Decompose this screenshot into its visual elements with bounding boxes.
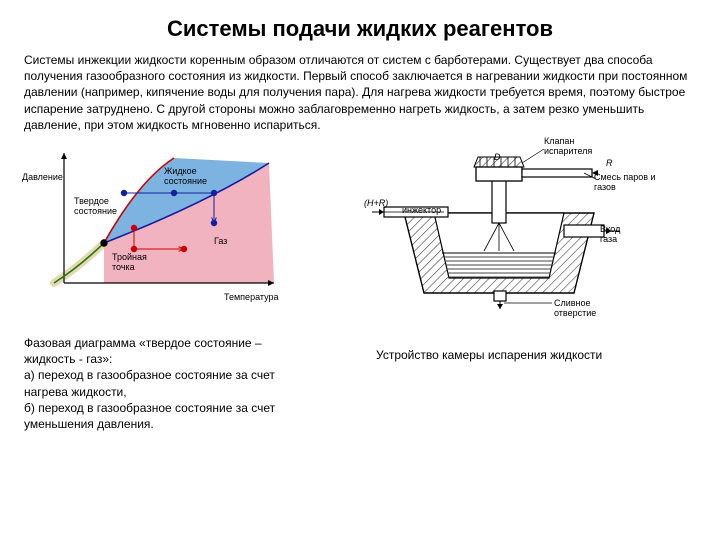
gas-inlet-label: Вход газа (600, 225, 620, 245)
evaporation-chamber: Клапан испарителя Смесь паров и газов ин… (344, 143, 696, 323)
injector-label: инжектор (402, 206, 441, 216)
pressure-axis-label: Давление (22, 173, 63, 183)
page-title: Системы подачи жидких реагентов (24, 16, 696, 42)
mixture-label: Смесь паров и газов (594, 173, 656, 193)
outlet-label: Сливное отверстие (554, 299, 596, 319)
d-label: D (494, 153, 501, 163)
hr-label: (H+R) (364, 199, 388, 209)
temperature-axis-label: Температура (224, 293, 279, 303)
figures-row: Давление Температура Твердое состояние Ж… (24, 143, 696, 323)
gas-state-label: Газ (214, 237, 227, 247)
solid-state-label: Твердое состояние (74, 197, 117, 217)
phase-diagram-svg (24, 143, 284, 293)
liquid-state-label: Жидкое состояние (164, 167, 207, 187)
captions-row: Фазовая диаграмма «твердое состояние –жи… (24, 335, 696, 432)
valve-label: Клапан испарителя (544, 137, 592, 157)
r-label: R (606, 159, 613, 169)
phase-diagram: Давление Температура Твердое состояние Ж… (24, 143, 324, 323)
triple-point-label: Тройная точка (112, 253, 147, 273)
phase-diagram-caption: Фазовая диаграмма «твердое состояние –жи… (24, 335, 344, 432)
chamber-caption: Устройство камеры испарения жидкости (376, 335, 696, 432)
intro-paragraph: Системы инжекции жидкости коренным образ… (24, 52, 696, 133)
chamber-svg (344, 143, 644, 313)
